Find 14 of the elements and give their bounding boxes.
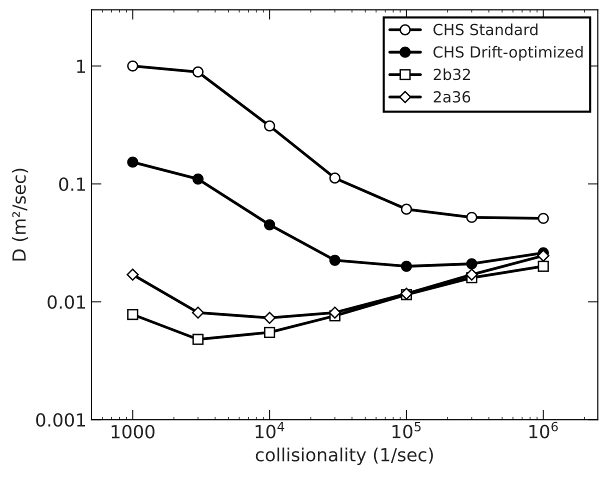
y-tick-label: 0.01 xyxy=(48,295,85,309)
legend-label: CHS Standard xyxy=(433,24,538,36)
x-axis-title: collisionality (1/sec) xyxy=(256,448,433,466)
legend-label: 2a36 xyxy=(434,91,470,103)
x-tick-label: 10$^{5}$ xyxy=(392,422,421,438)
legend-label: CHS Drift-optimized xyxy=(433,46,583,61)
y-tick-label: 0.1 xyxy=(59,177,85,192)
y-tick-label: 1 xyxy=(77,60,85,73)
y-axis-title: D (m²/sec) xyxy=(12,168,28,260)
y-tick-label: 0.001 xyxy=(36,413,85,427)
x-tick-label: 10$^{4}$ xyxy=(256,422,284,438)
x-tick-label: 1000 xyxy=(112,424,154,439)
x-tick-label: 10$^{6}$ xyxy=(529,422,558,438)
legend-label: 2b32 xyxy=(434,68,470,80)
